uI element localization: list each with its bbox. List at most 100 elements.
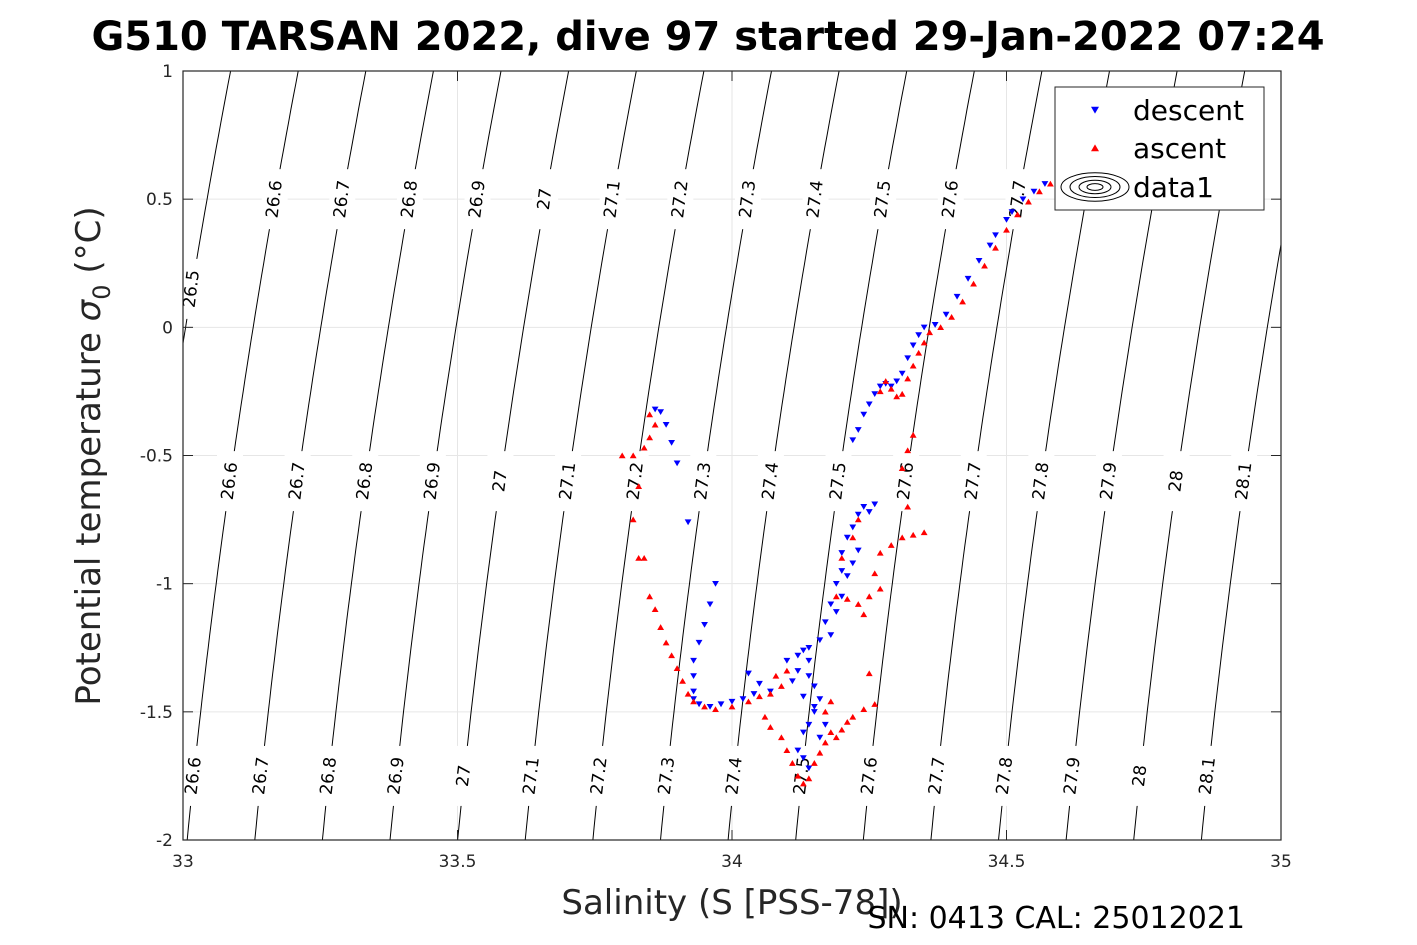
contour-label-bg bbox=[825, 451, 852, 512]
contour-label: 27.3 bbox=[691, 461, 715, 501]
ascent-point bbox=[640, 444, 648, 451]
ascent-point bbox=[1036, 188, 1043, 195]
descent-point bbox=[794, 668, 802, 674]
contour-label: 27.5 bbox=[826, 461, 850, 501]
contour-label: 27.1 bbox=[556, 461, 580, 501]
y-axis-label-subscript: 0 bbox=[88, 284, 116, 299]
contour-label: 27.5 bbox=[790, 756, 814, 796]
contour-label: 26.5 bbox=[180, 269, 204, 309]
ascent-point bbox=[788, 760, 796, 766]
ascent-point bbox=[860, 706, 868, 712]
contour-label-bg bbox=[217, 451, 244, 512]
contour-label: 27.9 bbox=[1060, 756, 1084, 796]
descent-point bbox=[799, 647, 807, 654]
descent-point bbox=[898, 370, 906, 377]
contour-label-bg bbox=[690, 451, 717, 512]
descent-point bbox=[690, 688, 697, 695]
ascent-point bbox=[635, 483, 643, 489]
ascent-point bbox=[810, 760, 818, 766]
contour-label-bg bbox=[518, 745, 545, 806]
descent-point bbox=[843, 534, 851, 541]
ascent-point bbox=[1003, 226, 1010, 233]
y-axis-ticks: -2 -1.5 -1 -0.5 0 0.5 1 bbox=[140, 62, 1281, 851]
descent-point bbox=[964, 275, 972, 282]
ascent-point bbox=[657, 624, 665, 630]
descent-point bbox=[805, 645, 813, 651]
ascent-point bbox=[898, 390, 906, 397]
y-tick-label: 0 bbox=[162, 318, 173, 338]
y-tick-label: 0.5 bbox=[146, 190, 173, 210]
x-tick-label: 34 bbox=[721, 852, 743, 872]
contour-label: 26.8 bbox=[353, 461, 377, 501]
contour-label-bg bbox=[1059, 745, 1086, 806]
descent-point bbox=[1019, 196, 1027, 203]
ascent-point bbox=[915, 349, 923, 356]
ascent-point bbox=[767, 690, 774, 697]
ascent-point bbox=[778, 683, 785, 689]
contour-label-bg bbox=[329, 169, 356, 230]
ascent-point bbox=[909, 362, 917, 369]
contour-label-bg bbox=[992, 745, 1019, 806]
contour-label-bg bbox=[383, 745, 410, 806]
descent-series bbox=[651, 181, 1049, 772]
contour-label-bg bbox=[1127, 745, 1154, 806]
descent-point bbox=[794, 747, 802, 754]
ascent-point bbox=[662, 639, 670, 646]
descent-point bbox=[657, 409, 665, 415]
contour-label: 26.6 bbox=[218, 461, 242, 501]
ascent-point bbox=[959, 298, 966, 305]
y-axis-label: Potential temperature σ0 (°C) bbox=[69, 206, 116, 705]
figure-title: G510 TARSAN 2022, dive 97 started 29-Jan… bbox=[91, 14, 1324, 60]
contour-label: 26.6 bbox=[262, 179, 286, 219]
contour-label: 26.9 bbox=[384, 756, 408, 796]
ascent-point bbox=[948, 314, 955, 320]
ascent-point bbox=[756, 693, 763, 700]
ascent-point bbox=[909, 531, 917, 538]
contour-label-bg bbox=[667, 169, 694, 230]
ascent-point bbox=[832, 593, 840, 600]
ascent-point bbox=[651, 606, 659, 613]
legend-descent-label: descent bbox=[1133, 94, 1244, 127]
ascent-point bbox=[827, 729, 835, 736]
descent-point bbox=[799, 693, 807, 700]
descent-point bbox=[821, 619, 829, 626]
contour-label: 26.8 bbox=[317, 756, 341, 796]
ascent-point bbox=[772, 672, 780, 679]
descent-point bbox=[920, 324, 928, 331]
descent-point bbox=[690, 673, 697, 680]
descent-point bbox=[810, 703, 818, 710]
ascent-point bbox=[640, 554, 648, 561]
contour-label-bg bbox=[924, 745, 951, 806]
ascent-point bbox=[816, 749, 824, 756]
ascent-point bbox=[871, 701, 879, 707]
ascent-point bbox=[745, 698, 752, 705]
contour-label: 26.9 bbox=[421, 461, 445, 501]
descent-point bbox=[860, 411, 868, 418]
descent-point bbox=[794, 652, 802, 659]
contour-label: 27.3 bbox=[655, 756, 679, 796]
contour-label-bg bbox=[721, 745, 748, 806]
contour-label: 26.9 bbox=[465, 179, 489, 219]
descent-point bbox=[745, 670, 752, 677]
ascent-point bbox=[904, 375, 912, 382]
contour-label: 27.7 bbox=[925, 756, 949, 796]
ascent-point bbox=[701, 703, 708, 710]
descent-point bbox=[673, 460, 681, 467]
descent-point bbox=[728, 698, 736, 705]
descent-point bbox=[706, 703, 714, 710]
descent-point bbox=[942, 311, 950, 318]
ascent-point bbox=[651, 421, 659, 428]
descent-point bbox=[816, 696, 824, 703]
descent-point bbox=[838, 550, 846, 556]
descent-point bbox=[860, 504, 868, 510]
descent-point bbox=[712, 580, 719, 587]
ascent-point bbox=[690, 698, 697, 705]
y-tick-label: 1 bbox=[162, 62, 173, 82]
ascent-point bbox=[920, 339, 928, 346]
ascent-point bbox=[898, 534, 906, 541]
ascent-point bbox=[854, 516, 862, 523]
contour-label-bg bbox=[180, 745, 207, 806]
contour-label-bg bbox=[248, 745, 275, 806]
ascent-point bbox=[843, 595, 851, 602]
